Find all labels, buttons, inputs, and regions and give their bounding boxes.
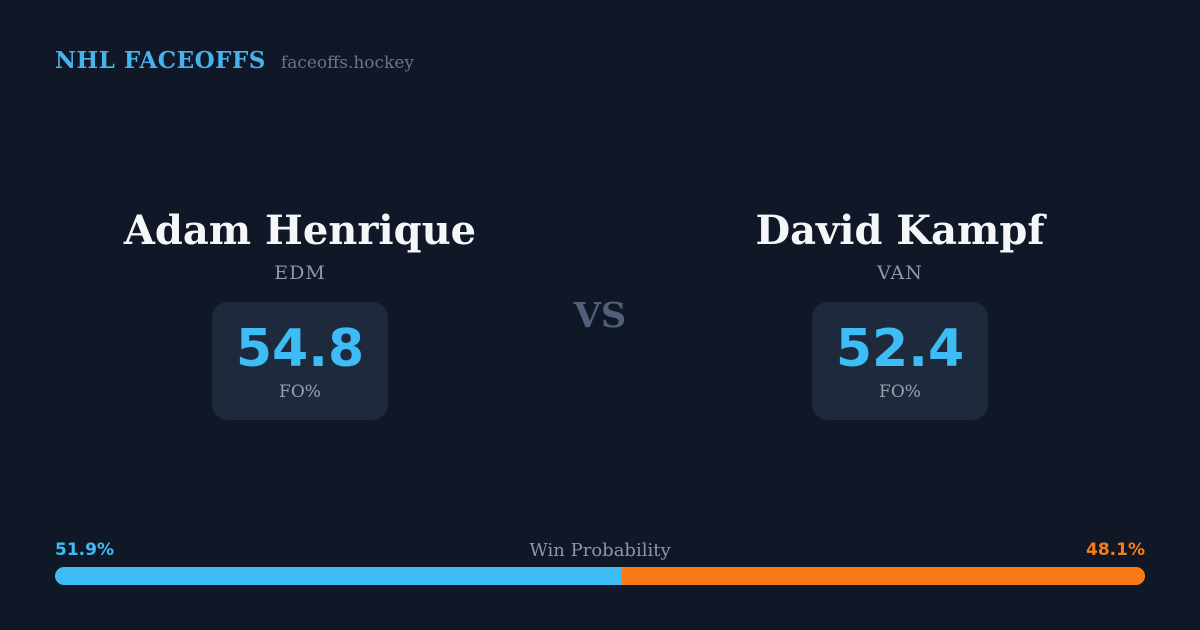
brand-title: NHL FACEOFFS: [55, 47, 266, 74]
win-probability-right-pct: 48.1%: [1086, 540, 1145, 560]
player-left-stat-card: 54.8 FO%: [212, 302, 388, 420]
win-probability-bar-left-segment: [55, 567, 621, 585]
win-probability-bar: [55, 567, 1145, 585]
player-right-name: David Kampf: [755, 207, 1045, 254]
win-probability-title: Win Probability: [529, 540, 671, 561]
player-right-stat-value: 52.4: [835, 319, 965, 380]
win-probability-bar-right-segment: [620, 567, 1145, 585]
site-url: faceoffs.hockey: [280, 53, 415, 73]
player-right-stat-label: FO%: [879, 381, 921, 402]
player-right-team: VAN: [877, 262, 923, 284]
player-right: David Kampf VAN 52.4 FO%: [600, 207, 1200, 420]
win-probability-labels: 51.9% Win Probability 48.1%: [55, 540, 1145, 562]
player-left-stat-value: 54.8: [235, 319, 365, 380]
vs-label: VS: [573, 295, 627, 336]
player-left: Adam Henrique EDM 54.8 FO%: [0, 207, 600, 420]
player-left-stat-label: FO%: [279, 381, 321, 402]
header: NHL FACEOFFS faceoffs.hockey: [55, 47, 414, 74]
player-right-stat-card: 52.4 FO%: [812, 302, 988, 420]
win-probability-left-pct: 51.9%: [55, 540, 114, 560]
player-left-name: Adam Henrique: [123, 207, 477, 254]
player-left-team: EDM: [274, 262, 326, 284]
